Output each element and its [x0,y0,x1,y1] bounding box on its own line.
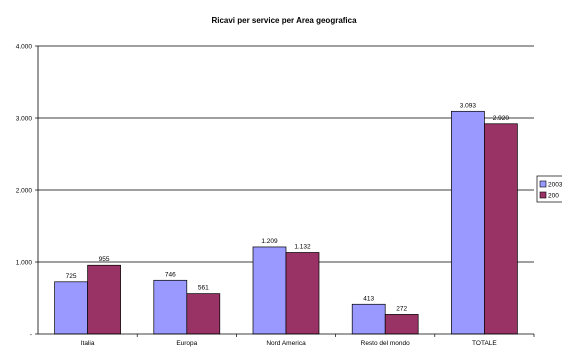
y-axis-ticks: - 1.000 2.000 3.000 4.000 [16,44,38,339]
bar-2003-resto-del-mondo [351,303,386,335]
value-label: 272 [396,305,407,312]
bar-2003-italia [54,281,88,335]
legend-swatch [539,180,547,188]
category-label: TOTALE [472,340,497,347]
value-label: 413 [363,295,374,302]
category-label: Resto del mondo [361,340,411,347]
bar-2004-totale [484,123,518,335]
bar-2003-totale [451,110,485,335]
value-label: 1.132 [294,243,311,250]
category-labels: Italia Europa Nord America Resto del mondo T… [81,334,535,347]
chart-title: Ricavi per service per Area geografica [211,16,357,25]
category-label: Nord America [266,340,306,347]
y-tick-label: 3.000 [16,116,33,123]
value-label: 955 [99,256,110,263]
y-tick-label: 2.000 [16,188,33,195]
bar-2004-italia [87,264,121,335]
legend-swatch [539,191,547,199]
category-label: Europa [176,340,197,347]
bar-2004-nord-america [285,252,320,335]
bar-2004-resto-del-mondo [384,314,419,335]
value-labels: 725 955 746 561 1.209 1.132 413 272 3.093 2.920 [66,102,510,312]
legend-label: 200 [548,193,559,200]
legend-label: 2003 [548,182,562,189]
bars [54,110,518,335]
legend: 2003 200 [536,175,562,203]
value-label: 3.093 [460,102,477,109]
category-label: Italia [81,340,95,347]
value-label: 746 [165,271,176,278]
value-label: 561 [198,285,209,292]
value-label: 1.209 [261,238,278,245]
y-tick-label: 4.000 [16,44,33,51]
bar-2004-europa [186,293,221,335]
bar-2003-europa [153,279,188,335]
y-tick-label: - [30,332,32,339]
y-tick-label: 1.000 [16,260,33,267]
bar-2003-nord-america [252,246,287,335]
value-label: 725 [66,273,77,280]
value-label: 2.920 [493,115,510,122]
